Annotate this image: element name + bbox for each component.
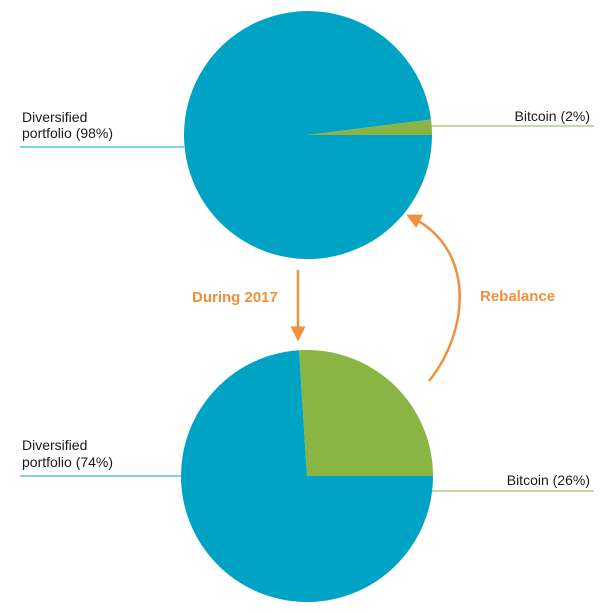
top-pie-slice-bitcoin bbox=[308, 119, 432, 135]
top-diversified-label-line2: portfolio (98%) bbox=[22, 125, 113, 141]
top-bitcoin-label: Bitcoin (2%) bbox=[515, 108, 590, 124]
top-diversified-label-line1: Diversified bbox=[22, 109, 87, 125]
rebalance-label: Rebalance bbox=[480, 288, 555, 305]
top-pie-slice-diversified bbox=[184, 11, 432, 260]
bottom-diversified-label-line1: Diversified bbox=[22, 437, 87, 453]
top-pie-chart bbox=[184, 11, 432, 260]
during-2017-label: During 2017 bbox=[192, 289, 278, 306]
bottom-diversified-label-line2: portfolio (74%) bbox=[22, 454, 113, 470]
bottom-bitcoin-label: Bitcoin (26%) bbox=[507, 472, 590, 488]
bottom-pie-slice-bitcoin bbox=[299, 350, 433, 476]
rebalance-arrow bbox=[406, 214, 461, 382]
bottom-pie-chart bbox=[181, 350, 433, 603]
bottom-pie-slice-diversified bbox=[181, 350, 433, 603]
